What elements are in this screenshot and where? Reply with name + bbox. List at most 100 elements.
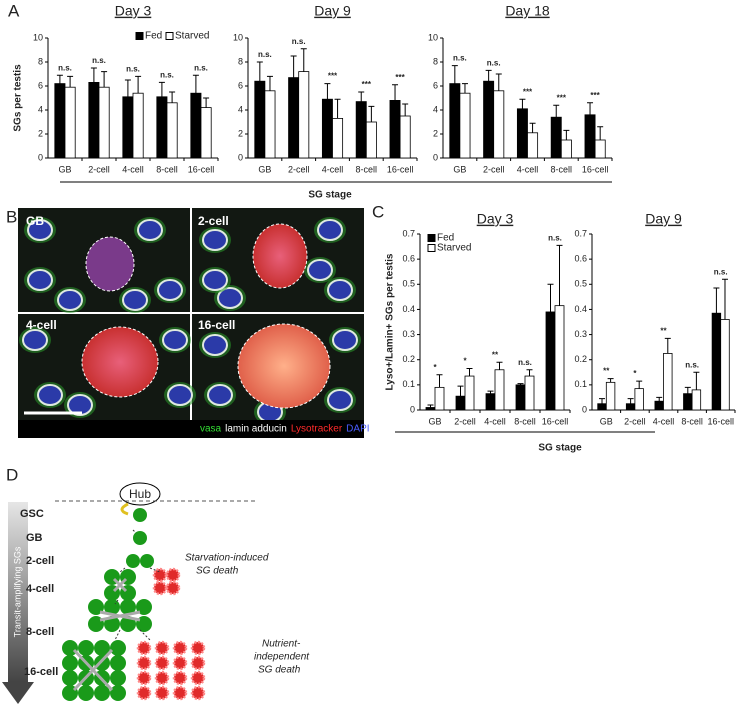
bar <box>425 407 436 411</box>
lineage-arrow <box>132 529 137 534</box>
nucleus <box>207 384 233 406</box>
nucleus <box>137 219 163 241</box>
y-tick-label: 0 <box>238 152 243 162</box>
stage-label: 8-cell <box>26 626 54 638</box>
y-tick-label: 10 <box>233 32 243 42</box>
x-tick-label: 8-cell <box>356 164 378 174</box>
bar <box>493 90 505 159</box>
bar <box>663 353 673 411</box>
error-bar <box>266 75 273 91</box>
bar <box>560 139 572 159</box>
bar <box>554 305 565 411</box>
error-bar <box>607 378 614 383</box>
stain-label: Lysotracker <box>291 424 343 435</box>
x-tick-label: 2-cell <box>624 416 646 426</box>
panel-label: C <box>372 202 384 221</box>
bar <box>683 393 693 411</box>
nucleus <box>27 219 53 241</box>
stain-label: DAPI <box>346 424 369 435</box>
bar <box>524 375 535 411</box>
stage-label: GSC <box>20 508 44 520</box>
y-tick-label: 10 <box>33 32 43 42</box>
bar <box>464 375 475 411</box>
error-bar <box>358 91 365 102</box>
bar <box>545 311 556 411</box>
stage-label: 4-cell <box>26 583 54 595</box>
bar <box>449 83 461 159</box>
germ-cell <box>78 640 94 656</box>
y-tick-label: 0.2 <box>574 354 587 364</box>
x-tick-label: 4-cell <box>322 164 344 174</box>
germ-cell <box>133 531 147 545</box>
error-bar <box>487 390 494 394</box>
nucleus <box>202 334 228 356</box>
nucleus <box>307 259 333 281</box>
micrograph: GB 2-cell 4-cell 16-cell vasa lamin adduc… <box>18 208 370 438</box>
gradient-arrow <box>8 502 28 682</box>
error-bar <box>334 98 341 119</box>
error-bar <box>495 73 502 91</box>
y-axis-label: SGs per testis <box>13 64 24 132</box>
significance: n.s. <box>160 71 174 80</box>
bar <box>550 116 562 159</box>
error-bar <box>56 74 63 84</box>
stain-label: lamin adducin <box>225 424 287 435</box>
germ-cell <box>126 554 140 568</box>
x-tick-label: 4-cell <box>122 164 144 174</box>
panel-label: B <box>6 207 17 226</box>
germ-cell <box>104 616 120 632</box>
bar <box>355 101 367 159</box>
y-tick-label: 0.7 <box>402 228 415 238</box>
tile-label: GB <box>26 214 44 228</box>
error-bar <box>496 361 503 370</box>
error-bar <box>636 380 643 389</box>
x-tick-label: 16-cell <box>542 416 569 426</box>
bar <box>711 312 722 411</box>
error-bar <box>436 374 443 388</box>
error-bar <box>368 105 375 122</box>
error-bar <box>664 337 671 354</box>
bar <box>459 92 471 159</box>
y-tick-label: 0.3 <box>402 329 415 339</box>
y-tick-label: 2 <box>238 128 243 138</box>
note: SG death <box>258 665 301 676</box>
error-bar <box>556 244 563 306</box>
germ-cell <box>136 599 152 615</box>
panel-label: A <box>8 1 20 20</box>
fusome <box>72 648 114 692</box>
y-tick-label: 0.3 <box>574 329 587 339</box>
x-tick-label: GB <box>428 416 441 426</box>
error-bar <box>427 404 434 408</box>
significance: n.s. <box>685 360 699 369</box>
significance: *** <box>328 72 338 81</box>
bar <box>399 115 411 159</box>
error-bar <box>599 398 606 404</box>
error-bar <box>203 97 210 108</box>
significance: n.s. <box>258 50 272 59</box>
axis-label: Transit-amplifying SGs <box>12 546 22 637</box>
bar <box>654 400 664 411</box>
error-bar <box>517 383 524 385</box>
error-bar <box>713 287 720 314</box>
cyst-outline <box>252 223 308 289</box>
error-bar <box>656 396 663 402</box>
significance: n.s. <box>518 358 532 367</box>
y-tick-label: 2 <box>38 128 43 138</box>
y-tick-label: 4 <box>433 104 438 114</box>
y-tick-label: 6 <box>238 80 243 90</box>
significance: * <box>633 369 637 378</box>
y-axis-label: Lyso+/Lamin+ SGs per testis <box>385 253 396 390</box>
x-tick-label: 2-cell <box>483 164 505 174</box>
stage-label: GB <box>26 532 43 544</box>
dying-cell <box>136 670 152 686</box>
diagram: Transit-amplifying SGs Hub GSC GB 2-cell… <box>2 482 310 704</box>
tile-label: 4-cell <box>26 318 57 332</box>
error-bar <box>158 81 165 97</box>
error-bar <box>256 61 263 82</box>
note: independent <box>254 652 310 663</box>
bar <box>298 71 310 159</box>
bar <box>594 139 606 159</box>
error-bar <box>547 283 554 312</box>
bar <box>54 83 66 159</box>
germ-cell <box>120 616 136 632</box>
